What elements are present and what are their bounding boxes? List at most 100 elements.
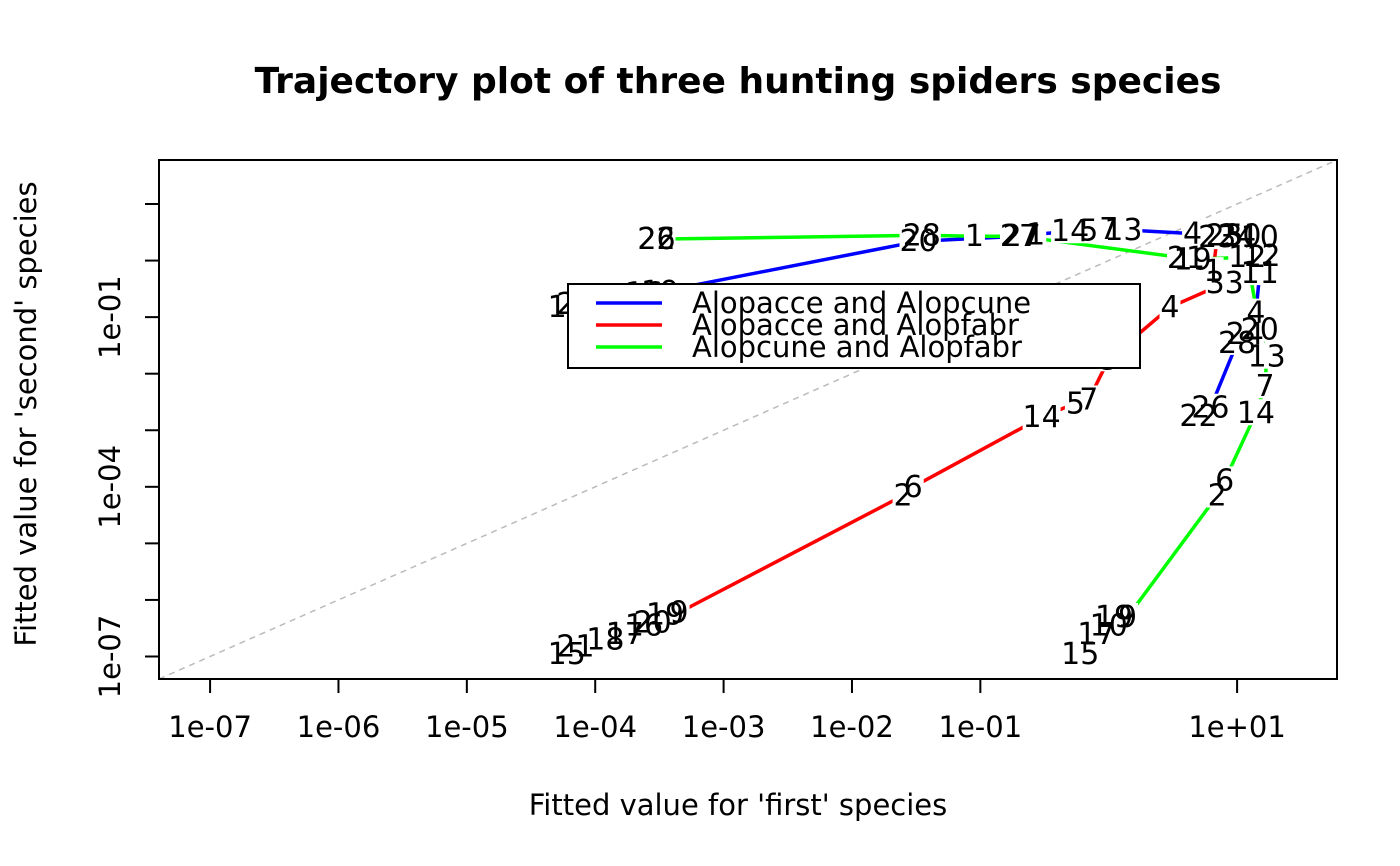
point-label: 1 xyxy=(1026,217,1045,252)
point-label: 2 xyxy=(894,479,913,514)
point-label: 22 xyxy=(1179,399,1217,434)
point-labels-layer: 1521181716192027114571342530101211424282… xyxy=(548,212,1286,672)
point-label: 30 xyxy=(1223,218,1261,253)
point-label: 7 xyxy=(1079,382,1098,417)
point-label: 10 xyxy=(1241,220,1279,255)
point-label-backing xyxy=(1206,481,1228,508)
y-tick-label: 1e-01 xyxy=(93,275,127,359)
point-label: 5 xyxy=(1079,214,1098,249)
point-label-backing xyxy=(1173,245,1212,272)
point-label: 6 xyxy=(904,470,923,505)
point-label-backing xyxy=(999,222,1038,249)
point-label: 24 xyxy=(1218,218,1256,253)
point-label: 20 xyxy=(634,605,672,640)
point-label-backing xyxy=(1159,293,1181,320)
x-tick-label: 1e-02 xyxy=(810,710,894,744)
legend-label-2: Alopacce and Alopfabr xyxy=(692,308,1019,342)
point-label: 22 xyxy=(637,222,675,257)
point-label: 28 xyxy=(1218,326,1256,361)
chart-title: Trajectory plot of three hunting spiders… xyxy=(255,61,1222,102)
point-label: 9 xyxy=(1118,600,1137,635)
point-label: 20 xyxy=(1241,313,1279,348)
point-label: 17 xyxy=(606,617,644,652)
x-tick-label: 1e-04 xyxy=(553,710,637,744)
point-label-backing xyxy=(1078,385,1100,412)
legend-box xyxy=(567,283,1141,369)
point-label: 26 xyxy=(637,222,675,257)
point-label-backing xyxy=(1182,219,1204,246)
plot-frame xyxy=(158,159,1338,680)
x-tick-label: 1e-05 xyxy=(425,710,509,744)
point-label: 1 xyxy=(965,219,984,254)
point-label: 1 xyxy=(1204,254,1223,289)
point-label: 15 xyxy=(548,637,586,672)
point-label: 5 xyxy=(1066,386,1085,421)
point-label: 9 xyxy=(670,595,689,630)
point-label: 25 xyxy=(1206,218,1244,253)
point-label: 13 xyxy=(1248,340,1286,375)
y-tick-label: 1e-07 xyxy=(93,615,127,699)
point-label: 17 xyxy=(1077,617,1115,652)
point-label-backing xyxy=(1236,399,1275,426)
y-axis-label: Fitted value for 'second' species xyxy=(9,181,43,646)
point-label: 27 xyxy=(1000,219,1038,254)
point-label: 7 xyxy=(1255,369,1274,404)
point-label-backing xyxy=(1179,401,1218,428)
point-label-backing xyxy=(1240,315,1279,342)
point-label: 14 xyxy=(1023,400,1061,435)
x-tick-label: 1e+01 xyxy=(1188,710,1286,744)
point-label: 18 xyxy=(586,622,624,657)
point-label: 14 xyxy=(1051,214,1089,249)
point-label-backing xyxy=(902,221,941,248)
point-label: 19 xyxy=(1173,242,1211,277)
reference-line xyxy=(158,159,1338,680)
x-tick-label: 1e-01 xyxy=(939,710,1023,744)
point-label: 28 xyxy=(903,218,941,253)
x-tick-label: 1e-03 xyxy=(682,710,766,744)
point-label-backing xyxy=(902,472,924,499)
point-label: 10 xyxy=(1090,609,1128,644)
point-label-backing xyxy=(1061,640,1100,667)
point-label-backing xyxy=(668,598,690,625)
point-label-backing xyxy=(963,222,985,249)
point-label: 19 xyxy=(646,598,684,633)
x-axis-label: Fitted value for 'first' species xyxy=(529,788,948,822)
point-label: 26 xyxy=(1191,391,1229,426)
x-tick-label: 1e-07 xyxy=(168,710,252,744)
point-label: 23 xyxy=(1198,220,1236,255)
axis-layer: 1e-07 1e-06 1e-05 1e-04 1e-03 1e-02 1e-01 1e+01… xyxy=(93,203,1286,744)
point-label: 12 xyxy=(1228,240,1266,275)
point-label: 12 xyxy=(1242,239,1280,274)
point-label: 24 xyxy=(1226,317,1264,352)
point-label-backing xyxy=(1022,403,1061,430)
point-label: 13 xyxy=(1104,213,1142,248)
point-label: 14 xyxy=(1237,396,1275,431)
point-label: 7 xyxy=(1099,212,1118,247)
point-label: 15 xyxy=(1061,637,1099,672)
point-label: 21 xyxy=(556,630,594,665)
x-tick-label: 1e-06 xyxy=(297,710,381,744)
point-label-backing xyxy=(1218,221,1257,248)
reference-line-layer xyxy=(158,159,1338,680)
point-label-backing xyxy=(1104,215,1143,242)
point-label: 6 xyxy=(1215,463,1234,498)
point-label: 4 xyxy=(1183,217,1202,252)
point-label: 19 xyxy=(1095,600,1133,635)
point-label: 33 xyxy=(1206,266,1244,301)
point-label-backing xyxy=(1078,216,1100,243)
point-label: 2 xyxy=(1208,479,1227,514)
point-label-backing xyxy=(1228,243,1267,270)
legend-label-3: Alopcune and Alopfabr xyxy=(692,330,1022,364)
point-label: 11 xyxy=(1241,256,1279,291)
point-label: 21 xyxy=(1167,241,1205,276)
point-label: 27 xyxy=(1003,219,1041,254)
point-label-backing xyxy=(1254,372,1276,399)
point-label-backing xyxy=(637,225,676,252)
y-tick-label: 1e-04 xyxy=(93,445,127,529)
point-label: 4 xyxy=(1160,290,1179,325)
point-label-backing xyxy=(1247,342,1286,369)
legend-label-1: Alopacce and Alopcune xyxy=(692,286,1031,320)
point-label: 16 xyxy=(625,609,663,644)
